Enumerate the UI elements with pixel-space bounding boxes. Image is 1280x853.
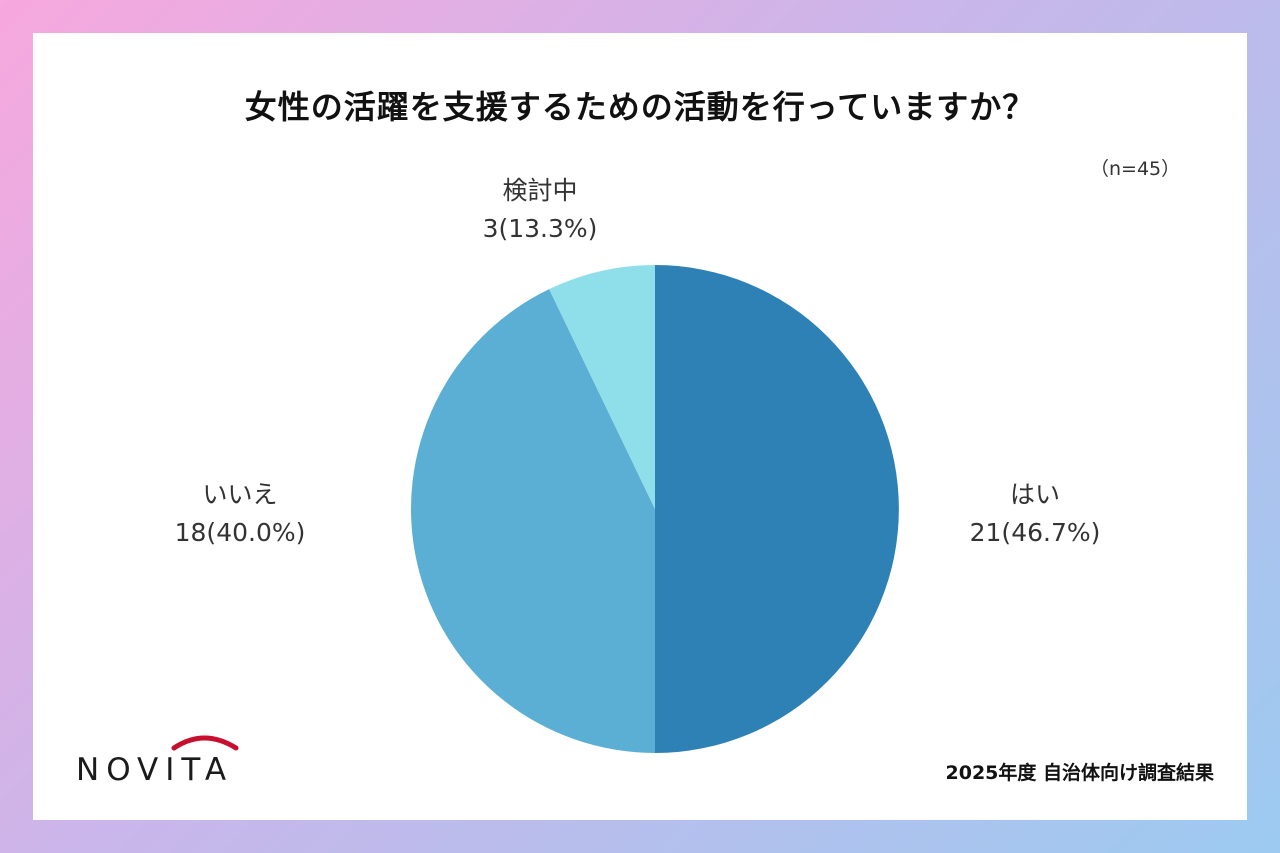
label-iie-name: いいえ bbox=[202, 480, 278, 509]
label-kento-name: 検討中 bbox=[502, 176, 578, 205]
chart-title: 女性の活躍を支援するための活動を行っていますか？ bbox=[244, 88, 1036, 126]
label-hai: はい 21(46.7%) bbox=[945, 476, 1125, 552]
label-kento-value: 3(13.3%) bbox=[482, 214, 598, 243]
novita-logo: NOVITA bbox=[76, 732, 246, 792]
slice-kento bbox=[549, 265, 655, 509]
label-kento: 検討中 3(13.3%) bbox=[450, 172, 630, 248]
logo-arc-icon bbox=[171, 735, 239, 751]
logo-text: NOVITA bbox=[76, 752, 234, 788]
label-iie-value: 18(40.0%) bbox=[174, 518, 306, 547]
survey-footer: 2025年度 自治体向け調査結果 bbox=[945, 762, 1215, 784]
slice-hai bbox=[655, 265, 899, 753]
sample-size-label: （n=45） bbox=[1090, 158, 1181, 180]
label-hai-value: 21(46.7%) bbox=[969, 518, 1101, 547]
slice-iie bbox=[411, 289, 655, 753]
label-iie: いいえ 18(40.0%) bbox=[140, 476, 340, 552]
label-hai-name: はい bbox=[1009, 480, 1060, 509]
